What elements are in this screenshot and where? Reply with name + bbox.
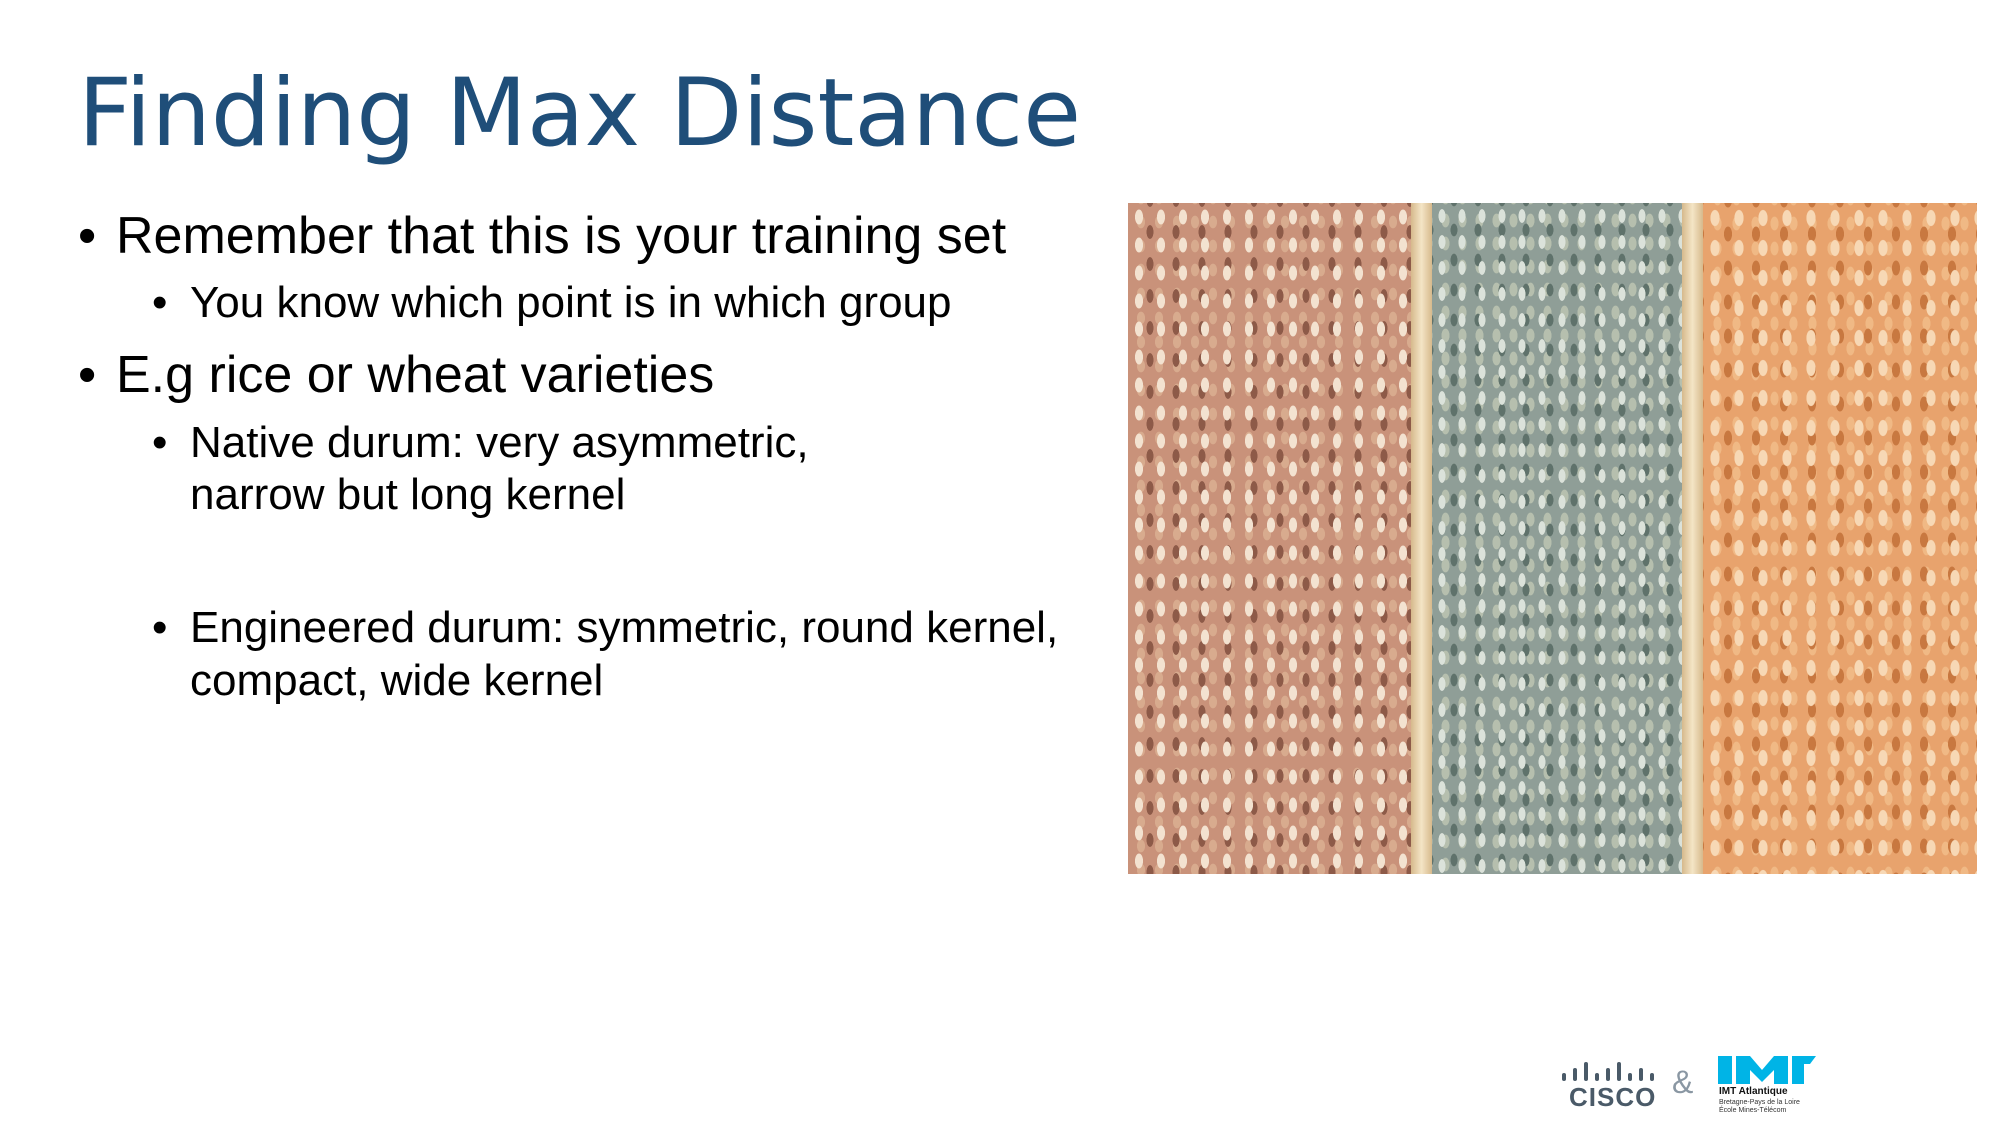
imt-name: IMT Atlantique (1719, 1086, 1788, 1097)
bullet-dot: • (152, 603, 168, 653)
red-grain-column (1128, 203, 1411, 874)
sub-bullet-item: • You know which point is in which group (78, 277, 1138, 330)
sub-bullet-text: Engineered durum: symmetric, round kerne… (190, 603, 1059, 705)
bullet-list: • Remember that this is your training se… (78, 205, 1138, 722)
bullet-item: • E.g rice or wheat varieties (78, 344, 1138, 406)
cisco-bars-icon (1562, 1062, 1654, 1081)
cisco-logo: CISCO (1560, 1062, 1656, 1112)
imt-atlantique-logo: IMT Atlantique Bretagne-Pays de la Loire… (1718, 1056, 1818, 1114)
wood-divider (1682, 203, 1703, 874)
sub-bullet-text: Native durum: very asymmetric, narrow bu… (190, 417, 809, 520)
wheat-grains-image (1128, 203, 1977, 874)
slide-title: Finding Max Distance (78, 59, 1082, 168)
gray-grain-column (1432, 203, 1682, 874)
bullet-dot: • (78, 346, 97, 405)
bullet-text: E.g rice or wheat varieties (116, 346, 715, 405)
imt-mark-icon (1718, 1056, 1816, 1084)
footer-logos: CISCO & IMT Atlantique Bretagne-Pays de … (1560, 1052, 1820, 1114)
imt-subtitle: Bretagne-Pays de la Loire (1719, 1099, 1800, 1106)
bullet-item: • Remember that this is your training se… (78, 205, 1138, 267)
bullet-dot: • (78, 207, 97, 265)
sub-bullet-item: • Engineered durum: symmetric, round ker… (78, 602, 1190, 708)
sub-bullet-text: You know which point is in which group (190, 278, 952, 328)
bullet-dot: • (152, 278, 168, 328)
ampersand: & (1672, 1064, 1694, 1100)
bullet-text: Remember that this is your training set (116, 207, 1007, 265)
wood-divider (1411, 203, 1432, 874)
cisco-wordmark: CISCO (1569, 1082, 1657, 1112)
imt-subtitle: École Mines-Télécom (1719, 1107, 1787, 1114)
sub-bullet-item: • Native durum: very asymmetric, narrow … (78, 417, 850, 523)
spacer (78, 536, 1138, 602)
orange-grain-column (1703, 203, 1977, 874)
bullet-dot: • (152, 417, 168, 467)
